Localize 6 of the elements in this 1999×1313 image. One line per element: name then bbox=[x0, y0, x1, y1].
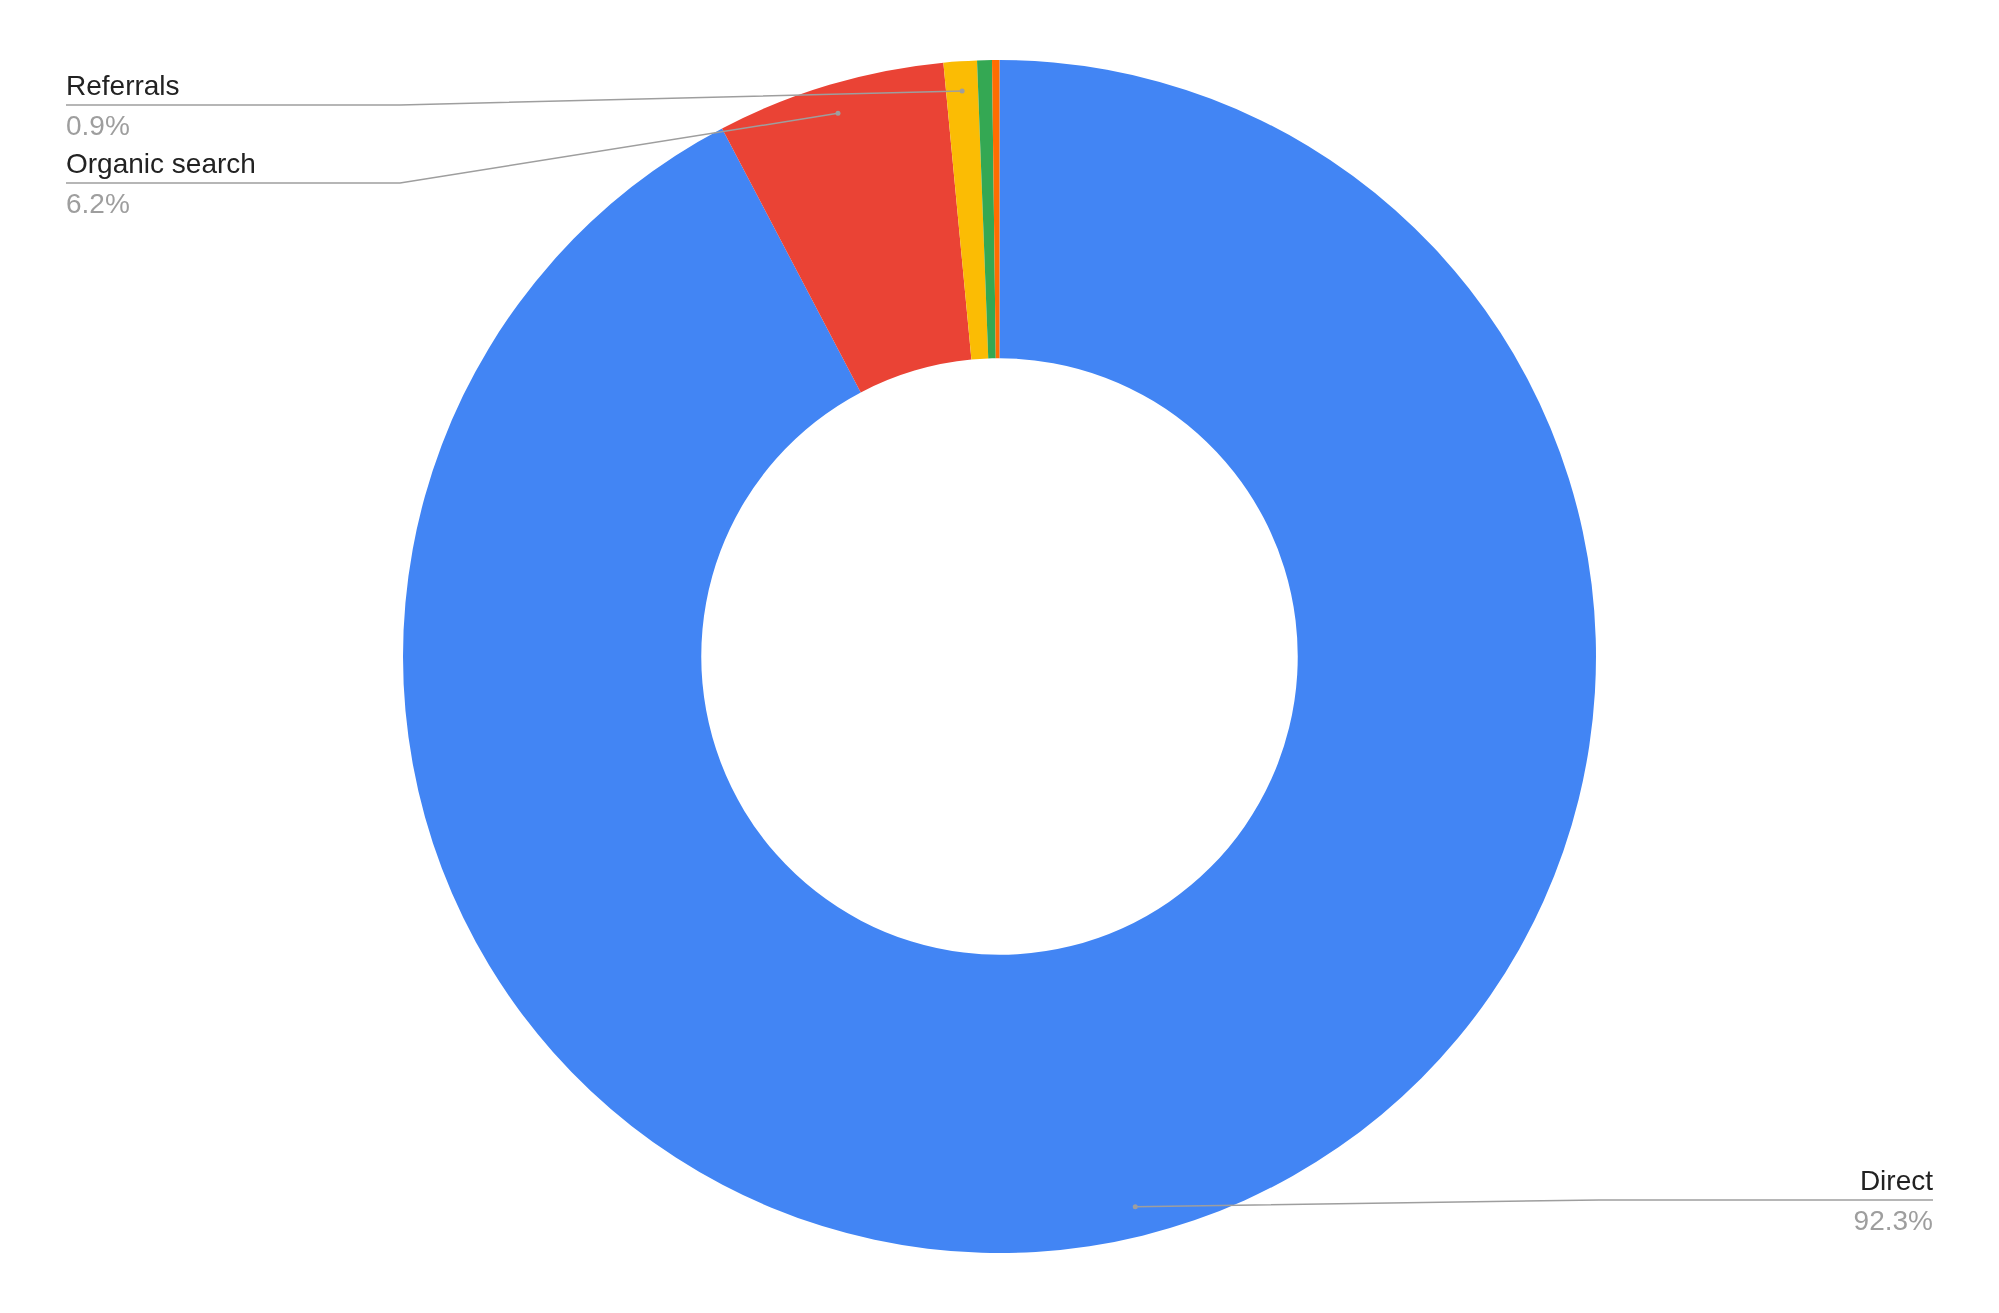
data-label: 0.9% bbox=[66, 109, 130, 141]
slice-label: Referrals bbox=[66, 70, 180, 101]
slice-label: Direct bbox=[1859, 1165, 1934, 1196]
data-label: 6.2% bbox=[66, 187, 130, 219]
slice-label: Organic search bbox=[66, 148, 256, 179]
data-label: 92.3% bbox=[1853, 1204, 1933, 1236]
